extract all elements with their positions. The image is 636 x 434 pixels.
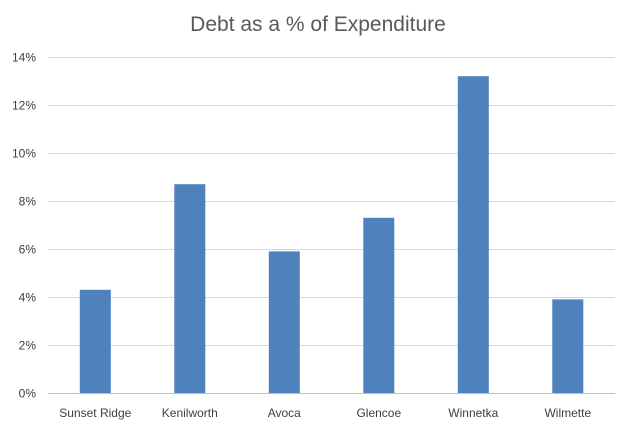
chart-title: Debt as a % of Expenditure <box>190 13 446 36</box>
x-tick-label: Winnetka <box>448 406 498 420</box>
bars <box>79 76 584 393</box>
y-tick-label: 8% <box>19 195 37 209</box>
y-tick-label: 4% <box>19 291 37 305</box>
y-axis-ticks: 0% 2% 4% 6% 8% 10% 12% 14% <box>12 51 36 401</box>
y-tick-label: 14% <box>12 51 36 65</box>
x-tick-label: Avoca <box>268 406 301 420</box>
y-tick-label: 6% <box>19 243 37 257</box>
y-tick-label: 12% <box>12 99 36 113</box>
y-tick-label: 2% <box>19 339 37 353</box>
y-tick-label: 0% <box>19 387 37 401</box>
x-tick-label: Wilmette <box>544 406 591 420</box>
x-tick-label: Sunset Ridge <box>59 406 131 420</box>
bar <box>457 76 489 393</box>
x-tick-label: Kenilworth <box>162 406 218 420</box>
x-axis-labels: Sunset Ridge Kenilworth Avoca Glencoe Winnet… <box>59 406 591 420</box>
bar <box>363 217 395 393</box>
bar <box>174 184 206 393</box>
bar <box>268 251 300 393</box>
gridlines <box>48 57 615 394</box>
bar <box>552 299 584 393</box>
y-tick-label: 10% <box>12 147 36 161</box>
x-tick-label: Glencoe <box>356 406 401 420</box>
bar <box>79 289 111 393</box>
